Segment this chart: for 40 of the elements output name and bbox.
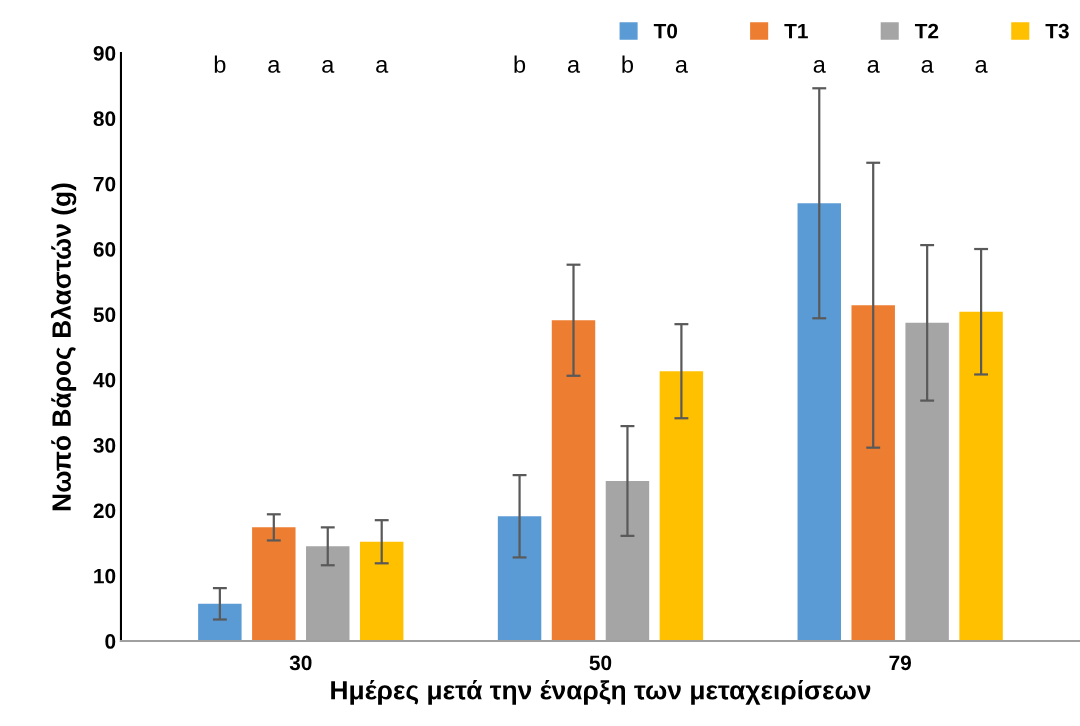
x-axis-title: Ημέρες μετά την έναρξη των μεταχειρίσεων	[331, 679, 871, 705]
y-tick-label: 20	[93, 503, 116, 519]
annotation: a	[975, 59, 988, 73]
x-tick-label: 30	[289, 655, 312, 671]
bar	[198, 603, 242, 642]
bar	[252, 527, 296, 642]
bar	[359, 541, 404, 642]
bar	[959, 311, 1003, 642]
y-tick-label: 70	[93, 176, 116, 192]
bar	[797, 203, 841, 642]
y-tick-label: 10	[94, 568, 116, 584]
y-tick-label: 90	[93, 46, 116, 61]
legend-label: T1	[784, 23, 808, 39]
annotation: b	[214, 55, 226, 73]
legend-label: T2	[914, 23, 939, 39]
y-tick-label: 80	[93, 111, 116, 127]
annotation: a	[376, 59, 389, 73]
annotation: a	[675, 59, 688, 73]
y-tick-label: 50	[93, 307, 116, 323]
x-tick-label: 50	[589, 655, 612, 671]
y-axis-title: Νωπό Βάρος Βλαστών (g)	[50, 183, 77, 511]
bar	[551, 320, 596, 642]
bar	[497, 516, 542, 642]
bar	[851, 305, 895, 642]
y-tick-label: 30	[93, 438, 116, 453]
annotation: a	[322, 59, 335, 73]
y-tick-label: 0	[105, 634, 116, 649]
x-tick-label: 79	[889, 655, 911, 671]
annotation: a	[921, 59, 934, 73]
bar	[659, 371, 704, 642]
annotation: a	[567, 59, 581, 73]
y-tick-label: 60	[93, 242, 116, 257]
annotation: a	[867, 59, 880, 73]
legend-label: T0	[653, 23, 678, 39]
annotation: b	[514, 55, 526, 73]
legend-label: T3	[1045, 23, 1069, 39]
y-tick-label: 40	[93, 372, 116, 388]
annotation: a	[813, 59, 826, 73]
annotation: a	[268, 59, 281, 73]
annotation: b	[622, 55, 634, 73]
